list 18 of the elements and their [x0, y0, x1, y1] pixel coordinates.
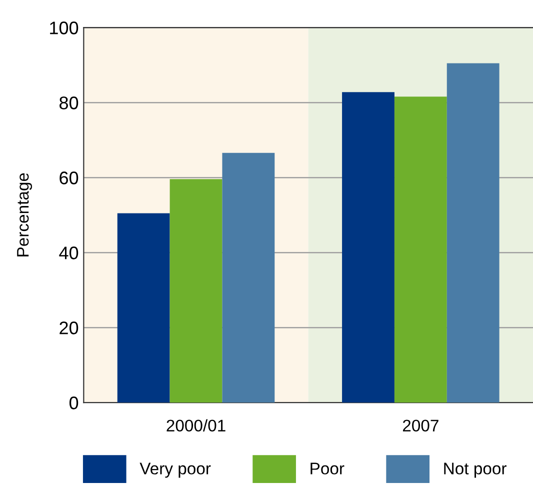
y-tick-label: 40: [59, 246, 78, 260]
bar: [222, 152, 275, 403]
bar: [342, 92, 394, 403]
y-tick-label: 60: [60, 172, 78, 184]
bar: [394, 96, 447, 403]
bar: [446, 63, 500, 403]
x-tick-label: 2007: [402, 420, 438, 432]
y-tick-label: 0: [69, 396, 78, 410]
legend-label: Poor: [310, 462, 344, 474]
bar: [117, 213, 170, 403]
y-axis-title: Percentage: [17, 173, 32, 256]
y-tick-label: 20: [60, 322, 78, 334]
legend-label: Not poor: [444, 462, 506, 478]
bar: [170, 179, 222, 403]
y-tick-label: 100: [50, 22, 78, 34]
x-tick-label: 2000/01: [166, 419, 226, 432]
legend-label: Very poor: [140, 462, 211, 478]
y-tick-label: 80: [60, 96, 78, 110]
